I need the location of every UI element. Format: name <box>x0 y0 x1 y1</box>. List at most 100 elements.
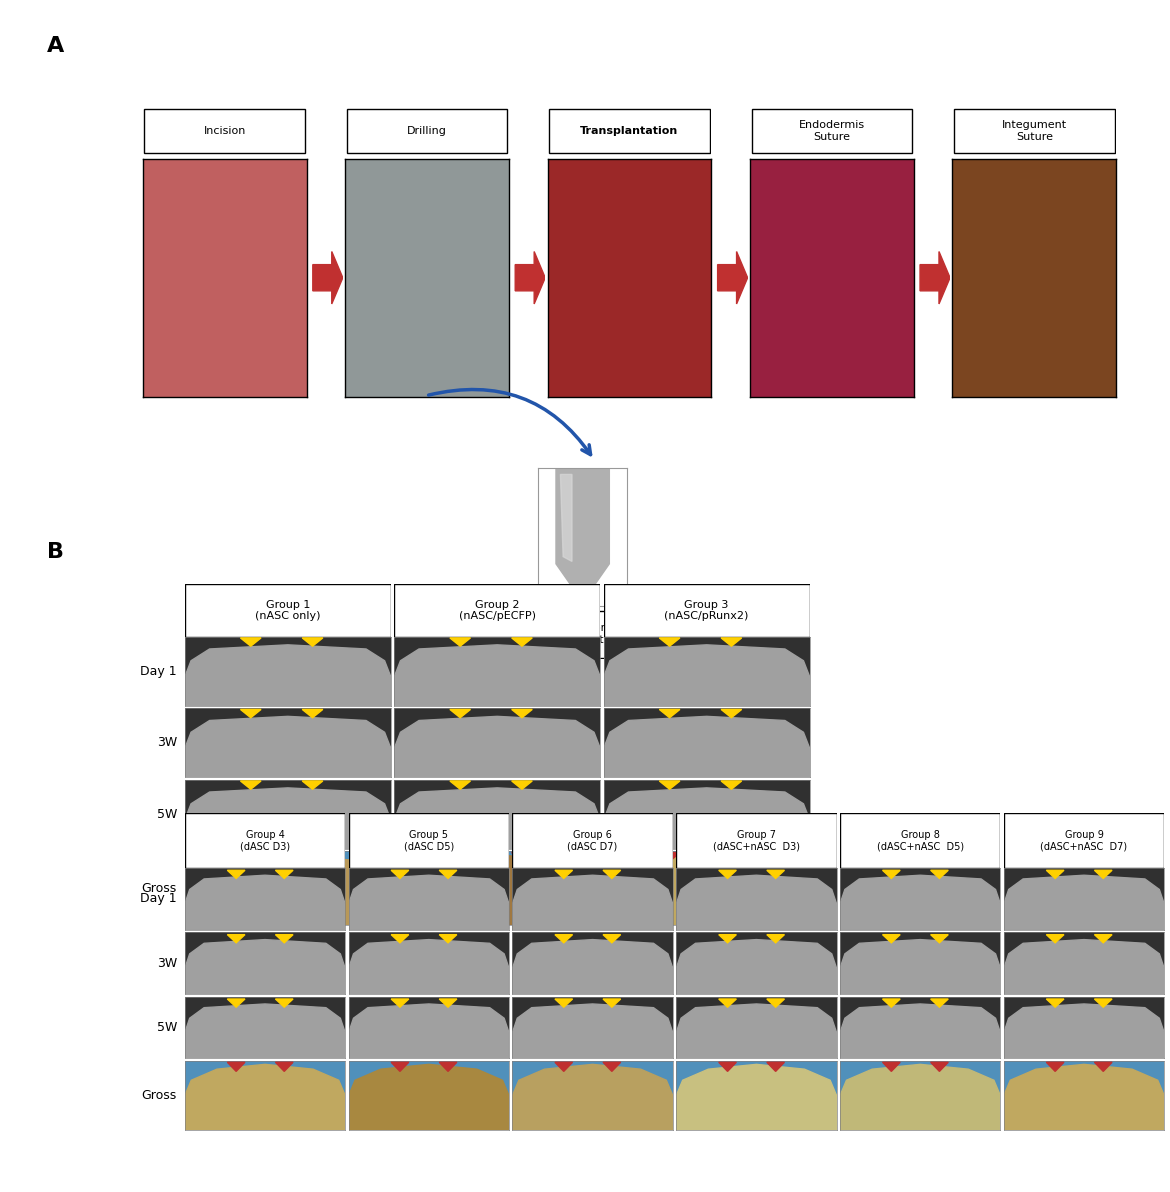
Polygon shape <box>275 999 292 1007</box>
Polygon shape <box>555 935 572 943</box>
Polygon shape <box>840 1064 1000 1130</box>
Polygon shape <box>302 638 323 646</box>
Polygon shape <box>349 1004 509 1058</box>
Polygon shape <box>450 709 470 718</box>
Text: Group 4
(dASC D3): Group 4 (dASC D3) <box>240 830 290 851</box>
Polygon shape <box>302 852 323 862</box>
Text: Gross: Gross <box>142 1089 177 1101</box>
Polygon shape <box>930 935 948 943</box>
Polygon shape <box>766 935 784 943</box>
Polygon shape <box>185 1004 345 1058</box>
Polygon shape <box>185 855 391 925</box>
Polygon shape <box>394 645 600 706</box>
Polygon shape <box>394 788 600 849</box>
FancyBboxPatch shape <box>954 110 1115 153</box>
Polygon shape <box>555 999 572 1007</box>
Polygon shape <box>840 875 1000 930</box>
Polygon shape <box>718 999 736 1007</box>
Polygon shape <box>439 999 456 1007</box>
Polygon shape <box>515 252 545 304</box>
Polygon shape <box>1046 1062 1064 1072</box>
Text: 5W: 5W <box>157 808 177 820</box>
Text: Group 5
(dASC D5): Group 5 (dASC D5) <box>404 830 454 851</box>
Text: Group 7
(dASC+nASC  D3): Group 7 (dASC+nASC D3) <box>713 830 800 851</box>
Polygon shape <box>604 855 810 925</box>
Polygon shape <box>1004 875 1164 930</box>
Polygon shape <box>227 999 245 1007</box>
Polygon shape <box>227 935 245 943</box>
Polygon shape <box>766 870 784 879</box>
FancyBboxPatch shape <box>394 584 600 637</box>
Polygon shape <box>718 935 736 943</box>
Polygon shape <box>391 999 408 1007</box>
Polygon shape <box>394 855 600 925</box>
Polygon shape <box>930 870 948 879</box>
Polygon shape <box>930 999 948 1007</box>
Polygon shape <box>920 252 950 304</box>
Polygon shape <box>603 935 620 943</box>
Text: 3W: 3W <box>157 957 177 969</box>
Text: Group 3
(nASC/pRunx2): Group 3 (nASC/pRunx2) <box>665 600 749 621</box>
Polygon shape <box>882 1062 900 1072</box>
Polygon shape <box>241 852 261 862</box>
Polygon shape <box>603 870 620 879</box>
Polygon shape <box>512 939 673 994</box>
Polygon shape <box>302 781 323 789</box>
Polygon shape <box>450 781 470 789</box>
Polygon shape <box>676 939 837 994</box>
Polygon shape <box>660 781 680 789</box>
FancyBboxPatch shape <box>751 110 913 153</box>
Polygon shape <box>394 716 600 777</box>
Polygon shape <box>882 935 900 943</box>
Polygon shape <box>512 1004 673 1058</box>
Text: 3W: 3W <box>157 737 177 749</box>
Polygon shape <box>275 1062 292 1072</box>
Polygon shape <box>349 1064 509 1130</box>
Polygon shape <box>766 999 784 1007</box>
Polygon shape <box>391 1062 408 1072</box>
Polygon shape <box>721 852 742 862</box>
Polygon shape <box>275 935 292 943</box>
Text: Gross: Gross <box>142 882 177 894</box>
Polygon shape <box>930 1062 948 1072</box>
Polygon shape <box>882 870 900 879</box>
Polygon shape <box>511 852 532 862</box>
Polygon shape <box>1046 999 1064 1007</box>
Polygon shape <box>241 638 261 646</box>
FancyBboxPatch shape <box>144 110 305 153</box>
Polygon shape <box>302 709 323 718</box>
Polygon shape <box>1094 999 1112 1007</box>
FancyBboxPatch shape <box>185 584 391 637</box>
Polygon shape <box>275 870 292 879</box>
Polygon shape <box>660 709 680 718</box>
Text: Group 8
(dASC+nASC  D5): Group 8 (dASC+nASC D5) <box>876 830 964 851</box>
Polygon shape <box>718 1062 736 1072</box>
Polygon shape <box>1094 870 1112 879</box>
Polygon shape <box>512 875 673 930</box>
Polygon shape <box>676 875 837 930</box>
FancyBboxPatch shape <box>185 813 345 868</box>
Polygon shape <box>349 939 509 994</box>
FancyBboxPatch shape <box>604 584 810 637</box>
Polygon shape <box>840 939 1000 994</box>
FancyBboxPatch shape <box>522 610 644 658</box>
Text: Endodermis
Suture: Endodermis Suture <box>799 120 865 142</box>
Polygon shape <box>439 1062 456 1072</box>
Polygon shape <box>660 638 680 646</box>
Polygon shape <box>660 852 680 862</box>
Polygon shape <box>718 870 736 879</box>
Polygon shape <box>391 935 408 943</box>
Polygon shape <box>1004 1004 1164 1058</box>
Polygon shape <box>604 788 810 849</box>
Polygon shape <box>349 875 509 930</box>
Polygon shape <box>721 781 742 789</box>
FancyBboxPatch shape <box>840 813 1000 868</box>
FancyBboxPatch shape <box>676 813 837 868</box>
Polygon shape <box>604 645 810 706</box>
Polygon shape <box>717 252 748 304</box>
Text: Day 1: Day 1 <box>140 893 177 905</box>
Polygon shape <box>676 1004 837 1058</box>
Polygon shape <box>511 709 532 718</box>
Polygon shape <box>1004 1064 1164 1130</box>
Text: Integument
Suture: Integument Suture <box>1002 120 1067 142</box>
